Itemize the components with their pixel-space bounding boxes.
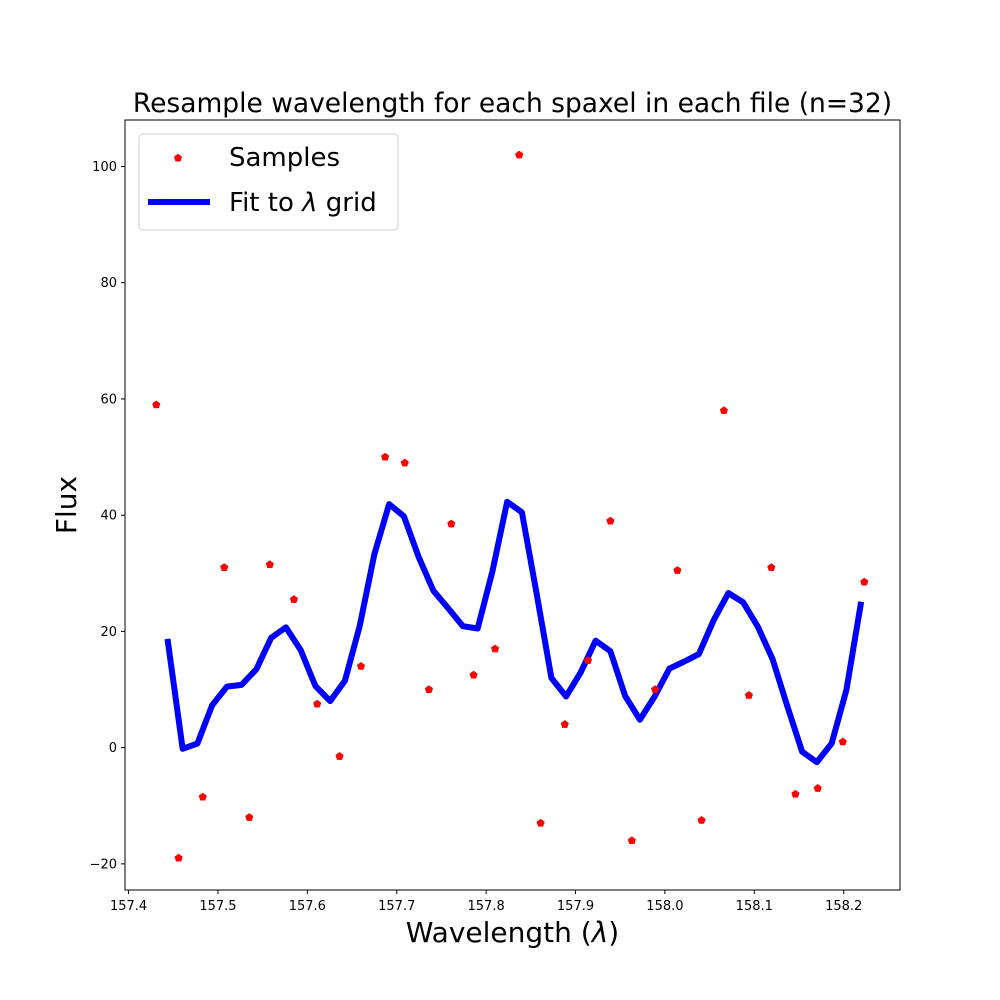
sample-point <box>490 644 500 653</box>
sample-point <box>313 699 322 708</box>
sample-point <box>583 656 593 664</box>
y-tick-label: 60 <box>100 392 117 407</box>
sample-point <box>152 400 161 409</box>
legend: Samples Fit to λ grid <box>138 133 399 231</box>
sample-point <box>719 406 729 415</box>
sample-point <box>220 563 229 571</box>
sample-point <box>606 516 615 525</box>
sample-point <box>697 815 706 824</box>
sample-point <box>860 577 869 586</box>
sample-point <box>174 853 183 862</box>
x-axis-title: Wavelength (λ) <box>406 916 619 949</box>
sample-point <box>447 519 456 528</box>
y-axis-title: Flux <box>50 476 83 534</box>
fit-line <box>164 498 865 766</box>
y-tick-label: 40 <box>100 509 117 524</box>
y-tick-label: 100 <box>92 160 117 175</box>
x-tick-label: 158.2 <box>825 899 862 914</box>
sample-point <box>289 595 299 603</box>
sample-point <box>744 691 754 699</box>
y-tick-label: 20 <box>100 625 117 640</box>
sample-point <box>381 452 390 461</box>
x-tick-label: 157.6 <box>289 899 326 914</box>
x-tick-label: 157.9 <box>557 899 594 914</box>
sample-point <box>265 560 274 569</box>
sample-point <box>673 566 682 574</box>
plot-frame <box>124 119 901 891</box>
sample-point <box>767 563 776 571</box>
sample-point <box>356 661 366 670</box>
legend-box <box>138 133 399 231</box>
sample-point <box>400 458 409 467</box>
legend-fit-label: Fit to λ grid <box>229 188 377 218</box>
x-tick-label: 157.4 <box>110 899 147 914</box>
x-tick-label: 157.5 <box>199 899 236 914</box>
sample-point <box>198 792 207 801</box>
sample-point <box>245 813 254 821</box>
x-axis: 157.4 157.5 157.6 157.7 157.8 157.9 158.0 158.1… <box>110 890 862 914</box>
legend-samples-marker-shape <box>173 153 183 162</box>
x-tick-label: 157.8 <box>468 899 505 914</box>
sample-point <box>650 685 660 693</box>
x-tick-label: 157.7 <box>378 899 415 914</box>
samples-series <box>152 150 869 862</box>
sample-point <box>627 836 636 845</box>
fit-series <box>164 498 865 766</box>
sample-point <box>515 150 524 159</box>
y-tick-label: 80 <box>100 276 117 291</box>
sample-point <box>424 685 434 693</box>
sample-point <box>335 752 344 760</box>
sample-point <box>813 783 822 792</box>
x-tick-label: 158.0 <box>646 899 683 914</box>
y-tick-label: 0 <box>109 741 117 756</box>
chart-title: Resample wavelength for each spaxel in e… <box>133 88 892 119</box>
sample-point <box>469 670 478 679</box>
x-tick-label: 158.1 <box>736 899 773 914</box>
legend-samples-marker <box>173 153 183 162</box>
sample-point <box>791 789 800 798</box>
sample-point <box>536 818 545 827</box>
legend-samples-label: Samples <box>229 143 340 173</box>
sample-point <box>838 737 847 746</box>
y-tick-label: −20 <box>90 857 117 872</box>
y-axis: −20 0 20 40 60 80 100 <box>90 160 125 872</box>
sample-point <box>560 720 569 728</box>
